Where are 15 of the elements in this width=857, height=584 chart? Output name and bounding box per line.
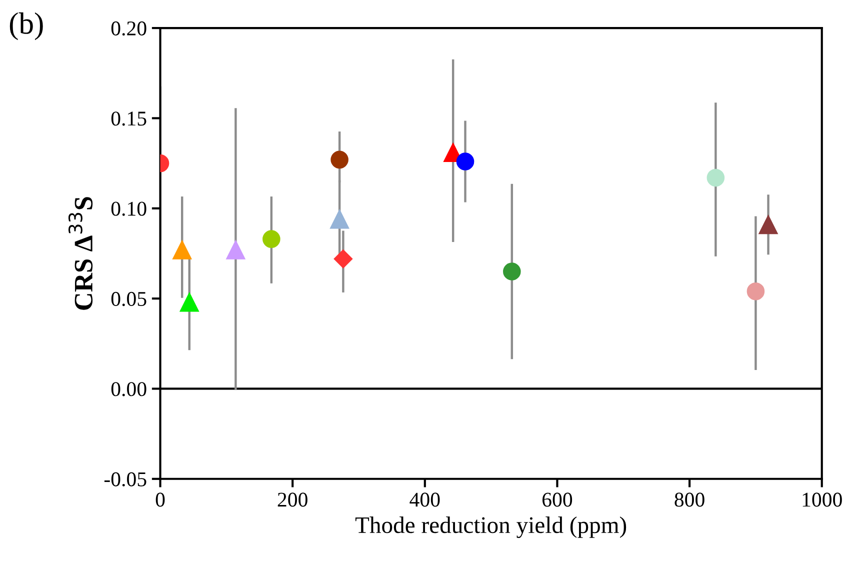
x-tick-label: 0 (156, 492, 165, 507)
y-tick-label: 0.05 (111, 292, 146, 306)
y-axis-title: CRS Δ$^{33}$S (68, 197, 93, 310)
x-axis-title: Thode reduction yield (ppm) (355, 516, 626, 538)
y-tick-label: -0.05 (104, 472, 146, 486)
x-tick-label: 200 (278, 492, 308, 507)
y-tick-label: 0.10 (111, 202, 146, 216)
x-tick-label: 400 (410, 492, 440, 507)
chart-title: (b) (10, 12, 43, 40)
y-tick-label: 0.20 (111, 21, 146, 36)
y-tick-label: 0.00 (111, 382, 146, 396)
y-tick-label: 0.15 (111, 112, 146, 126)
x-tick-label: 800 (674, 492, 704, 507)
x-tick-label: 600 (542, 492, 572, 507)
x-tick-label: 1000 (802, 492, 842, 507)
